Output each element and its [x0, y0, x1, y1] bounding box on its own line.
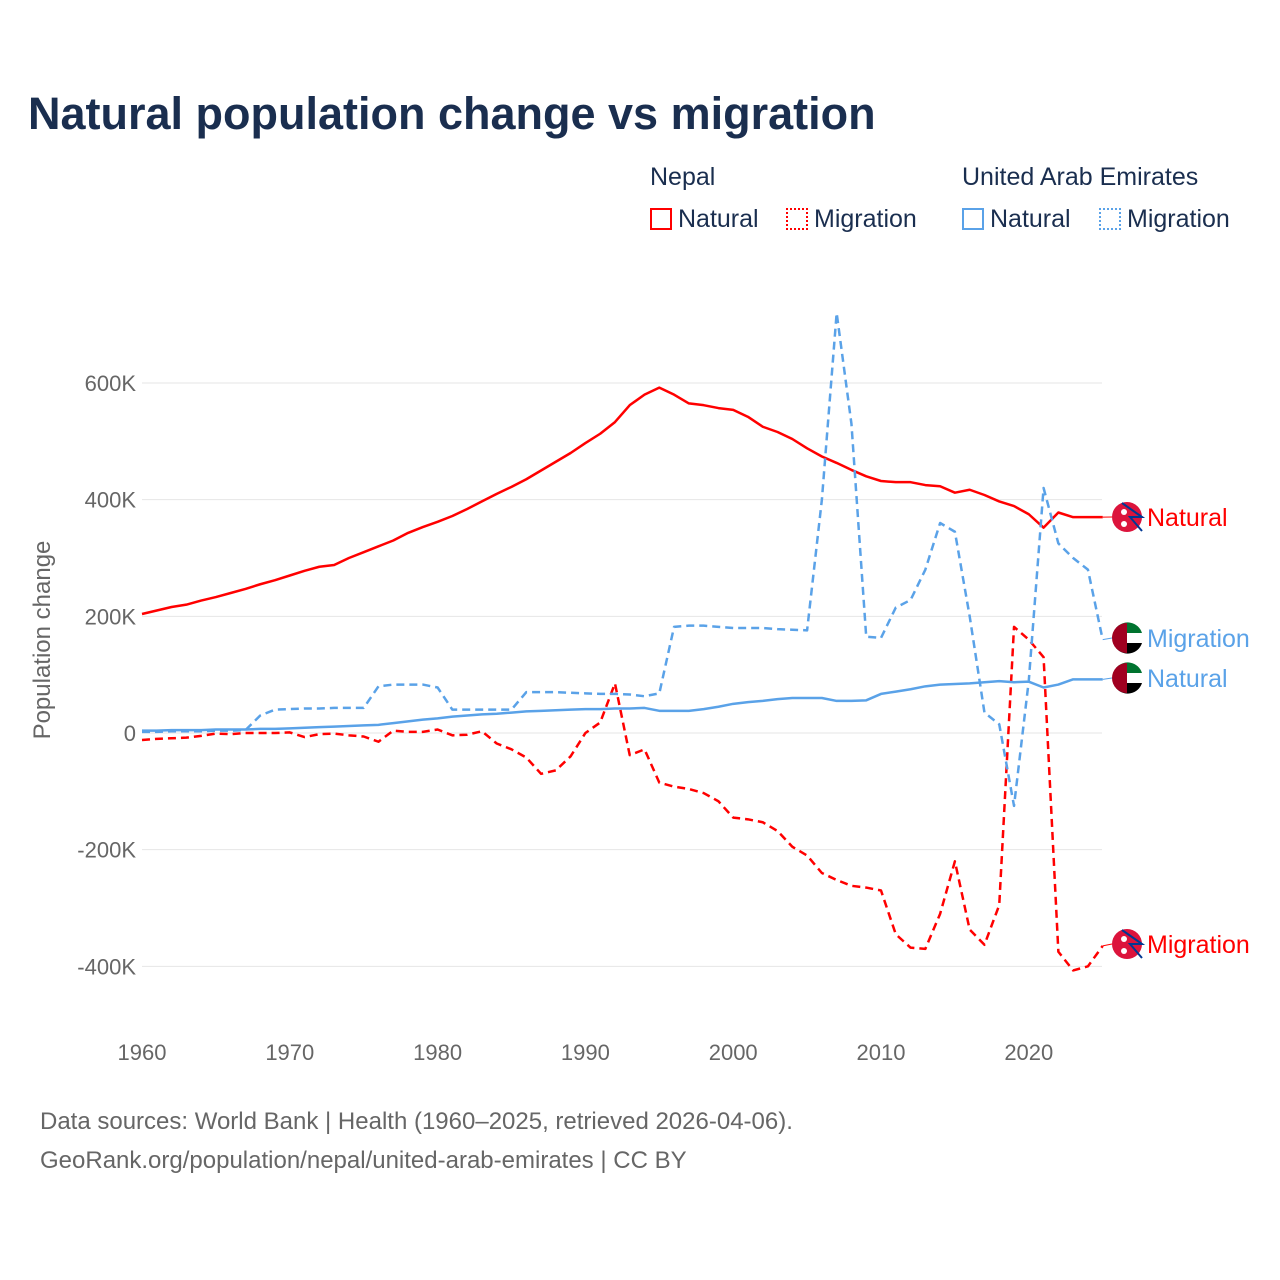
y-tick-label: -400K — [77, 954, 136, 979]
y-tick-label: 0 — [124, 721, 136, 746]
legend-nepal-migration[interactable]: Migration — [786, 205, 917, 234]
flag-moon — [1121, 509, 1127, 515]
flag-sun — [1121, 948, 1127, 954]
legend-swatch-solid — [962, 208, 984, 230]
flag-red — [1112, 623, 1127, 653]
flag-red — [1112, 663, 1127, 693]
nepal-natural-line — [141, 386, 1103, 616]
y-axis-label: Population change — [29, 541, 56, 740]
end-label: Natural — [1147, 665, 1228, 693]
x-tick-label: 2020 — [1004, 1040, 1053, 1065]
legend-label: Natural — [990, 205, 1071, 233]
x-tick-label: 1980 — [413, 1040, 462, 1065]
flag-moon — [1121, 936, 1127, 942]
x-tick-label: 1990 — [561, 1040, 610, 1065]
legend-group-uae: United Arab Emirates — [962, 163, 1199, 191]
nepal-flag-icon — [1112, 502, 1146, 532]
nepal-migration-line — [141, 625, 1104, 972]
uae-flag-icon — [1112, 662, 1142, 694]
legend-label: Migration — [1127, 205, 1230, 233]
uae-natural-line — [142, 678, 1103, 732]
end-label: Migration — [1147, 625, 1250, 653]
x-tick-label: 2000 — [709, 1040, 758, 1065]
legend-swatch-dotted — [1099, 208, 1121, 230]
legend-nepal-natural[interactable]: Natural — [650, 205, 759, 234]
legend-label: Natural — [678, 205, 759, 233]
end-label-connector — [1102, 637, 1113, 641]
legend-uae-migration[interactable]: Migration — [1099, 205, 1230, 234]
uae-migration-line — [142, 311, 1104, 808]
footer-source: Data sources: World Bank | Health (1960–… — [40, 1108, 793, 1135]
flag-circle — [1112, 929, 1142, 959]
end-label-connector — [1102, 943, 1113, 947]
flag-sun — [1121, 521, 1127, 527]
nepal-flag-icon — [1112, 929, 1146, 959]
y-tick-label: -200K — [77, 838, 136, 863]
legend-group-nepal: Nepal — [650, 163, 716, 191]
x-tick-label: 2010 — [857, 1040, 906, 1065]
flag-border — [1121, 929, 1146, 959]
legend-swatch-solid — [650, 208, 672, 230]
chart-title: Natural population change vs migration — [28, 88, 876, 139]
y-tick-label: 600K — [85, 371, 137, 396]
flag-circle — [1112, 502, 1142, 532]
end-label: Natural — [1147, 504, 1228, 532]
flag-border — [1121, 502, 1146, 532]
footer-url[interactable]: GeoRank.org/population/nepal/united-arab… — [40, 1147, 687, 1174]
y-tick-label: 400K — [85, 488, 137, 513]
x-tick-label: 1970 — [265, 1040, 314, 1065]
legend-uae-natural[interactable]: Natural — [962, 205, 1071, 234]
x-tick-label: 1960 — [118, 1040, 167, 1065]
legend-swatch-dotted — [786, 208, 808, 230]
legend-label: Migration — [814, 205, 917, 233]
end-label-connector — [1102, 677, 1113, 680]
y-tick-label: 200K — [85, 604, 137, 629]
uae-flag-icon — [1112, 622, 1142, 654]
end-label: Migration — [1147, 931, 1250, 959]
